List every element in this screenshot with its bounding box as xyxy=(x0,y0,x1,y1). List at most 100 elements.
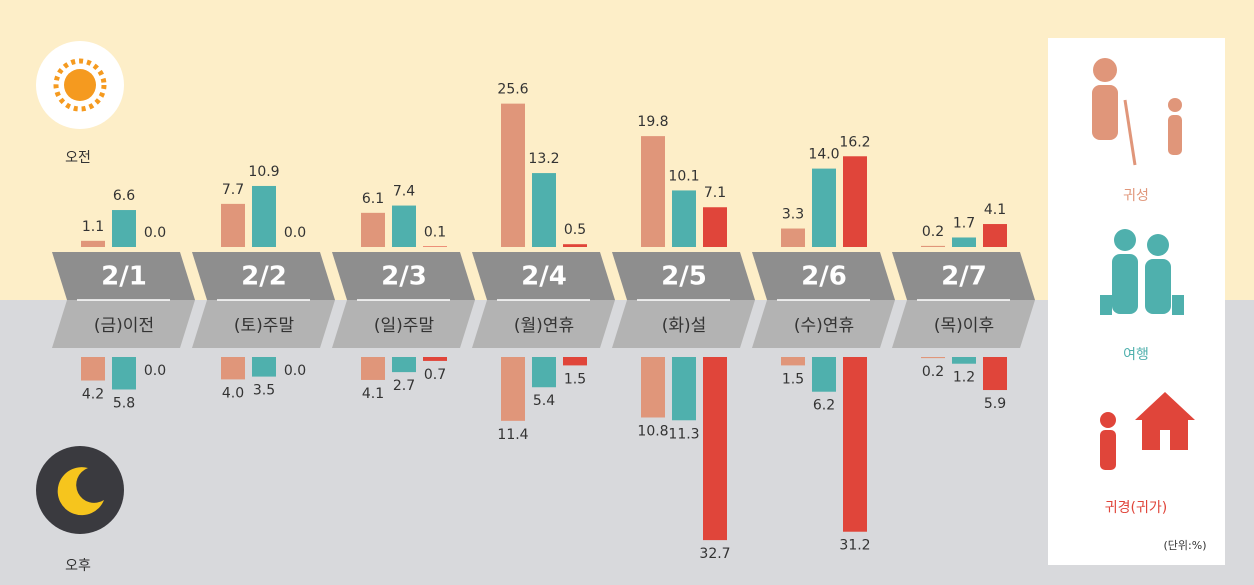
am-bar xyxy=(781,228,805,247)
am-value-label: 3.3 xyxy=(782,207,804,223)
am-value-label: 7.1 xyxy=(704,185,726,201)
pm-bar xyxy=(703,357,727,541)
date-label: 2/3 xyxy=(381,262,427,292)
am-value-label: 7.4 xyxy=(393,184,415,200)
pm-bar xyxy=(983,357,1007,391)
am-label: 오전 xyxy=(65,150,91,166)
legend-name: 귀성 xyxy=(1123,188,1149,204)
legend-icon-return xyxy=(1100,392,1195,470)
date-label: 2/2 xyxy=(241,262,287,292)
date-chevron xyxy=(52,252,195,300)
day-label: (월)연휴 xyxy=(514,316,574,336)
am-value-label: 6.6 xyxy=(113,188,135,204)
pm-value-label: 0.2 xyxy=(922,364,944,380)
am-value-label: 10.1 xyxy=(668,168,699,184)
am-bar xyxy=(641,136,665,247)
am-bar xyxy=(532,173,556,247)
am-background xyxy=(0,0,1254,300)
pm-value-label: 0.0 xyxy=(144,363,166,379)
day-label: (일)주말 xyxy=(374,316,435,336)
date-chevron xyxy=(612,252,755,300)
pm-bar xyxy=(423,357,447,361)
legend-icon-travel xyxy=(1100,229,1184,315)
pm-bar xyxy=(532,357,556,388)
date-chevron xyxy=(472,252,615,300)
date-label: 2/1 xyxy=(101,262,147,292)
day-label: (금)이전 xyxy=(94,316,154,336)
pm-value-label: 4.2 xyxy=(82,387,104,403)
day-chevron xyxy=(752,300,895,348)
pm-value-label: 5.9 xyxy=(984,396,1006,412)
pm-value-label: 4.0 xyxy=(222,385,244,401)
am-value-label: 10.9 xyxy=(248,164,279,180)
am-value-label: 13.2 xyxy=(528,151,559,167)
am-bar xyxy=(501,103,525,247)
day-chevron xyxy=(892,300,1035,348)
pm-value-label: 1.2 xyxy=(953,370,975,386)
am-value-label: 4.1 xyxy=(984,202,1006,218)
am-value-label: 25.6 xyxy=(497,82,528,98)
am-bar xyxy=(843,156,867,247)
am-bar xyxy=(221,203,245,247)
day-chevron xyxy=(612,300,755,348)
pm-bar xyxy=(672,357,696,421)
pm-bar xyxy=(361,357,385,380)
pm-bar xyxy=(252,357,276,377)
pm-value-label: 11.3 xyxy=(668,426,699,442)
am-value-label: 7.7 xyxy=(222,182,244,198)
day-label: (화)설 xyxy=(662,316,707,336)
am-bar xyxy=(112,210,136,247)
am-bar xyxy=(81,240,105,247)
pm-bar xyxy=(392,357,416,373)
pm-label: 오후 xyxy=(65,558,91,574)
date-label: 2/4 xyxy=(521,262,567,292)
legend-icon-homecoming xyxy=(1092,58,1182,166)
sun-icon xyxy=(36,41,124,129)
am-value-label: 0.5 xyxy=(564,222,586,238)
legend-name: 귀경(귀가) xyxy=(1105,500,1167,516)
pm-value-label: 10.8 xyxy=(637,423,668,439)
pm-value-label: 5.4 xyxy=(533,393,555,409)
day-chevron xyxy=(192,300,335,348)
am-bar xyxy=(983,224,1007,247)
day-label: (수)연휴 xyxy=(794,316,854,336)
pm-bar xyxy=(921,357,945,359)
am-bar xyxy=(921,245,945,247)
pm-bar xyxy=(112,357,136,390)
date-chevron xyxy=(892,252,1035,300)
date-chevron xyxy=(752,252,895,300)
pm-bar xyxy=(952,357,976,364)
am-bar xyxy=(952,237,976,247)
day-chevron xyxy=(52,300,195,348)
am-value-label: 19.8 xyxy=(637,114,668,130)
pm-value-label: 2.7 xyxy=(393,378,415,394)
pm-value-label: 0.0 xyxy=(284,363,306,379)
day-label: (토)주말 xyxy=(234,316,295,336)
pm-value-label: 4.1 xyxy=(362,386,384,402)
pm-bar xyxy=(221,357,245,380)
unit-label: (단위:%) xyxy=(1164,539,1207,552)
date-label: 2/7 xyxy=(941,262,987,292)
pm-value-label: 1.5 xyxy=(564,371,586,387)
date-label: 2/5 xyxy=(661,262,707,292)
am-value-label: 0.2 xyxy=(922,224,944,240)
am-bar xyxy=(252,185,276,247)
date-chevron xyxy=(332,252,475,300)
am-bar xyxy=(703,207,727,247)
am-bar xyxy=(423,246,447,247)
am-value-label: 0.0 xyxy=(144,225,166,241)
pm-bar xyxy=(812,357,836,392)
pm-value-label: 0.7 xyxy=(424,367,446,383)
date-chevron xyxy=(192,252,335,300)
am-value-label: 1.1 xyxy=(82,219,104,235)
am-bar xyxy=(392,205,416,247)
am-value-label: 6.1 xyxy=(362,191,384,207)
am-value-label: 1.7 xyxy=(953,215,975,231)
am-bar xyxy=(672,190,696,247)
day-chevron xyxy=(332,300,475,348)
am-bar xyxy=(812,168,836,247)
am-bar xyxy=(361,212,385,247)
legend-name: 여행 xyxy=(1123,347,1149,363)
am-value-label: 16.2 xyxy=(839,134,870,150)
